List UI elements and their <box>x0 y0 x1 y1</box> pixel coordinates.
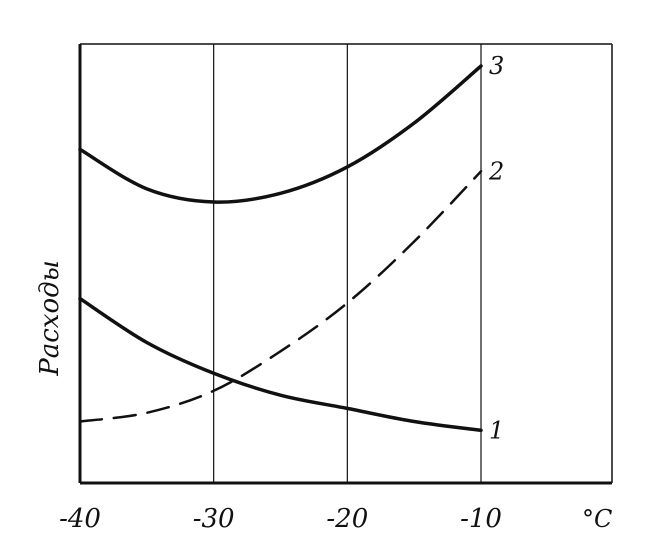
gridlines <box>213 44 482 483</box>
x-tick-labels: -40 -30 -20 -10 <box>59 504 502 534</box>
series-label-2: 2 <box>488 157 504 185</box>
series-layer <box>78 64 483 433</box>
y-axis-label: Расходы <box>35 260 65 377</box>
series-labels: 1 2 3 <box>488 52 504 444</box>
series-label-1: 1 <box>489 416 504 444</box>
x-tick-label-3: -10 <box>460 504 502 534</box>
x-tick-label-0: -40 <box>59 504 101 534</box>
series-line-2 <box>78 170 483 423</box>
plot-frame <box>78 43 613 485</box>
series-line-3 <box>78 64 483 204</box>
x-tick-label-2: -20 <box>326 504 368 534</box>
x-axis-unit: °C <box>582 505 612 533</box>
x-tick-label-1: -30 <box>193 504 235 534</box>
series-line-1 <box>78 296 483 433</box>
series-label-3: 3 <box>489 52 504 80</box>
